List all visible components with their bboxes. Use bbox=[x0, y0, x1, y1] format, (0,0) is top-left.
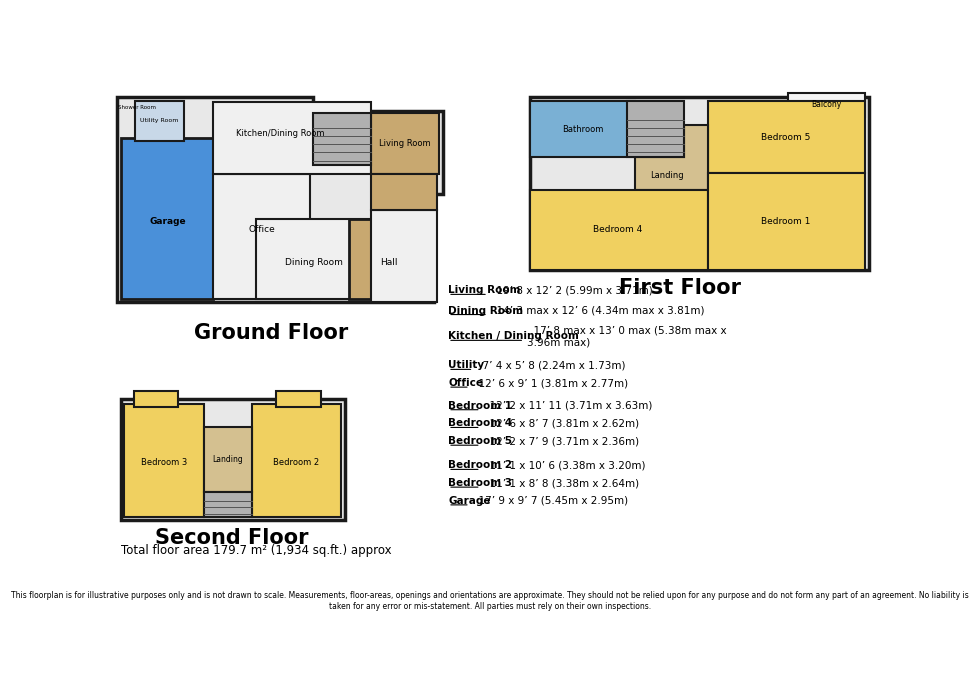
Text: Dining Room: Dining Room bbox=[448, 305, 523, 316]
Text: Utility Room: Utility Room bbox=[140, 118, 178, 122]
Bar bbox=[276, 391, 320, 408]
Bar bbox=[627, 101, 684, 157]
Text: Living Room: Living Room bbox=[448, 285, 520, 295]
Bar bbox=[205, 428, 252, 492]
Text: Bedroom 3: Bedroom 3 bbox=[141, 457, 187, 466]
Text: Bedroom 5: Bedroom 5 bbox=[761, 133, 810, 142]
Text: Bedroom 3: Bedroom 3 bbox=[448, 478, 513, 488]
Bar bbox=[135, 101, 183, 141]
Bar bbox=[214, 174, 310, 299]
Text: Kitchen/Dining Room: Kitchen/Dining Room bbox=[236, 129, 324, 138]
Bar bbox=[370, 174, 437, 210]
Text: Dining Room: Dining Room bbox=[285, 257, 343, 266]
Text: Garage: Garage bbox=[448, 496, 491, 506]
Bar bbox=[708, 101, 865, 174]
Text: 12’ 2 x 11’ 11 (3.71m x 3.63m): 12’ 2 x 11’ 11 (3.71m x 3.63m) bbox=[483, 401, 653, 410]
Text: Bathroom: Bathroom bbox=[563, 125, 604, 134]
Text: Living Room: Living Room bbox=[378, 139, 430, 148]
Text: First Floor: First Floor bbox=[618, 278, 741, 298]
Text: Landing: Landing bbox=[651, 170, 684, 179]
Bar bbox=[123, 404, 205, 517]
Text: Bedroom 2: Bedroom 2 bbox=[273, 457, 319, 466]
Bar bbox=[121, 399, 345, 520]
Text: Hall: Hall bbox=[380, 257, 398, 266]
Text: Second Floor: Second Floor bbox=[155, 528, 309, 548]
Text: Bedroom 2: Bedroom 2 bbox=[448, 460, 513, 471]
Bar bbox=[370, 113, 439, 174]
Bar bbox=[252, 404, 341, 517]
Bar bbox=[370, 210, 437, 302]
Bar bbox=[530, 190, 708, 270]
Polygon shape bbox=[118, 97, 443, 302]
Text: 11’ 1 x 10’ 6 (3.38m x 3.20m): 11’ 1 x 10’ 6 (3.38m x 3.20m) bbox=[483, 460, 646, 471]
Bar bbox=[349, 219, 429, 299]
Text: Bedroom 1: Bedroom 1 bbox=[761, 217, 810, 226]
Bar bbox=[256, 219, 373, 299]
Text: 17’ 9 x 9’ 7 (5.45m x 2.95m): 17’ 9 x 9’ 7 (5.45m x 2.95m) bbox=[472, 496, 628, 506]
Text: Landing: Landing bbox=[213, 455, 243, 464]
Bar bbox=[214, 102, 370, 174]
Text: 12’ 6 x 9’ 1 (3.81m x 2.77m): 12’ 6 x 9’ 1 (3.81m x 2.77m) bbox=[472, 378, 628, 388]
Text: Office: Office bbox=[248, 226, 275, 235]
Text: Kitchen / Dining Room: Kitchen / Dining Room bbox=[448, 331, 579, 341]
Text: 12’ 6 x 8’ 7 (3.81m x 2.62m): 12’ 6 x 8’ 7 (3.81m x 2.62m) bbox=[483, 419, 639, 428]
Text: 12’ 2 x 7’ 9 (3.71m x 2.36m): 12’ 2 x 7’ 9 (3.71m x 2.36m) bbox=[483, 436, 639, 446]
Text: Bedroom 5: Bedroom 5 bbox=[448, 436, 513, 446]
Bar bbox=[133, 391, 178, 408]
Text: Ground Floor: Ground Floor bbox=[193, 322, 348, 343]
Text: 14’ 3 max x 12’ 6 (4.34m max x 3.81m): 14’ 3 max x 12’ 6 (4.34m max x 3.81m) bbox=[490, 305, 705, 316]
Text: Balcony: Balcony bbox=[811, 100, 842, 109]
Bar bbox=[313, 113, 370, 165]
Text: 7’ 4 x 5’ 8 (2.24m x 1.73m): 7’ 4 x 5’ 8 (2.24m x 1.73m) bbox=[476, 361, 625, 370]
Text: Bedroom 1: Bedroom 1 bbox=[448, 401, 513, 410]
Text: Garage: Garage bbox=[149, 217, 186, 226]
Text: 11’ 1 x 8’ 8 (3.38m x 2.64m): 11’ 1 x 8’ 8 (3.38m x 2.64m) bbox=[483, 478, 639, 488]
Bar bbox=[530, 101, 635, 157]
Text: Total floor area 179.7 m² (1,934 sq.ft.) approx: Total floor area 179.7 m² (1,934 sq.ft.)… bbox=[121, 545, 391, 557]
Bar bbox=[708, 174, 865, 270]
Bar bbox=[530, 97, 869, 270]
Text: This floorplan is for illustrative purposes only and is not drawn to scale. Meas: This floorplan is for illustrative purpo… bbox=[11, 591, 969, 610]
Text: Office: Office bbox=[448, 378, 483, 388]
Polygon shape bbox=[635, 125, 708, 190]
Text: Shower Room: Shower Room bbox=[118, 104, 156, 110]
Text: 17’ 8 max x 13’ 0 max (5.38m max x
3.96m max): 17’ 8 max x 13’ 0 max (5.38m max x 3.96m… bbox=[526, 325, 726, 347]
Text: Utility: Utility bbox=[448, 361, 484, 370]
Text: Bedroom 4: Bedroom 4 bbox=[448, 419, 513, 428]
Text: 19’ 8 x 12’ 2 (5.99m x 3.71m): 19’ 8 x 12’ 2 (5.99m x 3.71m) bbox=[490, 285, 653, 295]
Bar bbox=[121, 138, 214, 299]
Bar bbox=[788, 93, 865, 117]
Text: Bedroom 4: Bedroom 4 bbox=[593, 226, 642, 235]
Bar bbox=[205, 492, 252, 517]
